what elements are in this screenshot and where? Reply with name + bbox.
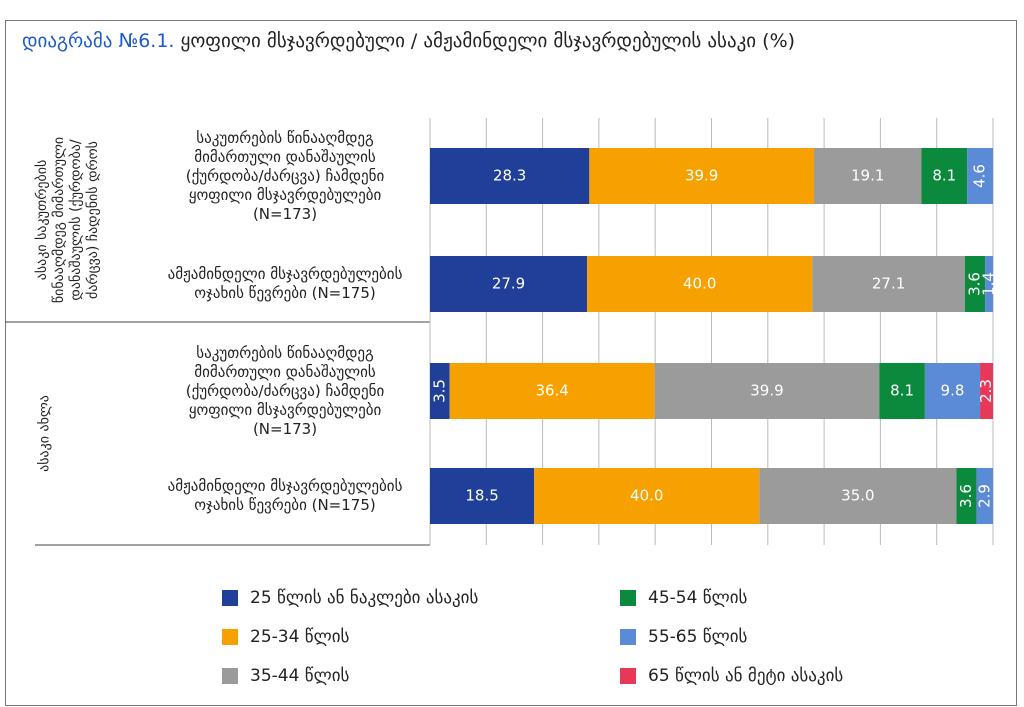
- category-label: საკუთრების წინააღმდეგ მიმართული დანაშაულ…: [185, 128, 385, 223]
- legend-label: 35-44 წლის: [250, 666, 350, 686]
- data-label: 39.9: [685, 167, 718, 185]
- data-label: 2.3: [977, 379, 995, 403]
- legend-swatch: [620, 590, 636, 606]
- data-label: 2.9: [975, 484, 993, 508]
- legend-label: 25 წლის ან ნაკლები ასაკის: [250, 588, 479, 608]
- title-prefix: დიაგრამა №6.1.: [22, 30, 175, 52]
- data-label: 27.1: [872, 275, 905, 293]
- data-label: 35.0: [841, 487, 874, 505]
- bar-segment: [430, 148, 590, 204]
- legend-swatch: [620, 668, 636, 684]
- legend-swatch: [222, 590, 238, 606]
- data-label: 4.6: [971, 164, 989, 188]
- data-label: 39.9: [750, 382, 783, 400]
- data-label: 8.1: [890, 382, 914, 400]
- bar-segment: [980, 363, 993, 419]
- data-label: 18.5: [465, 487, 498, 505]
- bar-segment: [879, 363, 925, 419]
- legend-swatch: [222, 629, 238, 645]
- data-label: 40.0: [683, 275, 716, 293]
- bar-segment: [589, 148, 814, 204]
- bar-segment: [430, 363, 450, 419]
- legend-label: 55-65 წლის: [648, 627, 748, 647]
- data-label: 3.5: [430, 379, 448, 403]
- bar-segment: [921, 148, 968, 204]
- bar-segment: [813, 148, 922, 204]
- bar-segment: [654, 363, 880, 419]
- bar-segment: [449, 363, 655, 419]
- group-label: ასაკი საკუთრების წინააღმდეგ მიმართული და…: [34, 136, 101, 304]
- category-label: ამჟამინდელი მსჯავრდებულების ოჯახის წევრე…: [167, 477, 403, 514]
- data-label: 3.6: [957, 484, 975, 508]
- bar-segment: [430, 468, 535, 524]
- data-label: 9.8: [941, 382, 965, 400]
- group-label: ასაკი ახლა: [36, 394, 53, 472]
- data-label: 28.3: [493, 167, 526, 185]
- bar-segment: [985, 256, 993, 312]
- legend-label: 25-34 წლის: [250, 627, 350, 647]
- data-label: 19.1: [851, 167, 884, 185]
- bar-segment: [430, 256, 588, 312]
- data-label: 8.1: [932, 167, 956, 185]
- legend-swatch: [222, 668, 238, 684]
- bar-segment: [759, 468, 957, 524]
- data-label: 40.0: [630, 487, 663, 505]
- data-label: 1.4: [980, 272, 998, 296]
- bar-segment: [812, 256, 965, 312]
- bar-segment: [967, 148, 993, 204]
- bar-segment: [964, 256, 986, 312]
- bar-segment: [534, 468, 760, 524]
- data-label: 3.6: [965, 272, 983, 296]
- bar-segment: [976, 468, 993, 524]
- data-label: 27.9: [492, 275, 525, 293]
- frame: [5, 20, 1017, 706]
- legend-label: 45-54 წლის: [648, 588, 748, 608]
- chart-title: ყოფილი მსჯავრდებული / ამჟამინდელი მსჯავრ…: [180, 30, 796, 52]
- bar-segment: [587, 256, 813, 312]
- title: დიაგრამა №6.1. ყოფილი მსჯავრდებული / ამჟ…: [22, 30, 795, 52]
- legend-label: 65 წლის ან მეტი ასაკის: [648, 666, 844, 686]
- category-label: საკუთრების წინააღმდეგ მიმართული დანაშაულ…: [185, 343, 385, 438]
- data-label: 36.4: [535, 382, 568, 400]
- legend-swatch: [620, 629, 636, 645]
- category-label: ამჟამინდელი მსჯავრდებულების ოჯახის წევრე…: [167, 265, 403, 302]
- bar-segment: [956, 468, 977, 524]
- bar-segment: [924, 363, 981, 419]
